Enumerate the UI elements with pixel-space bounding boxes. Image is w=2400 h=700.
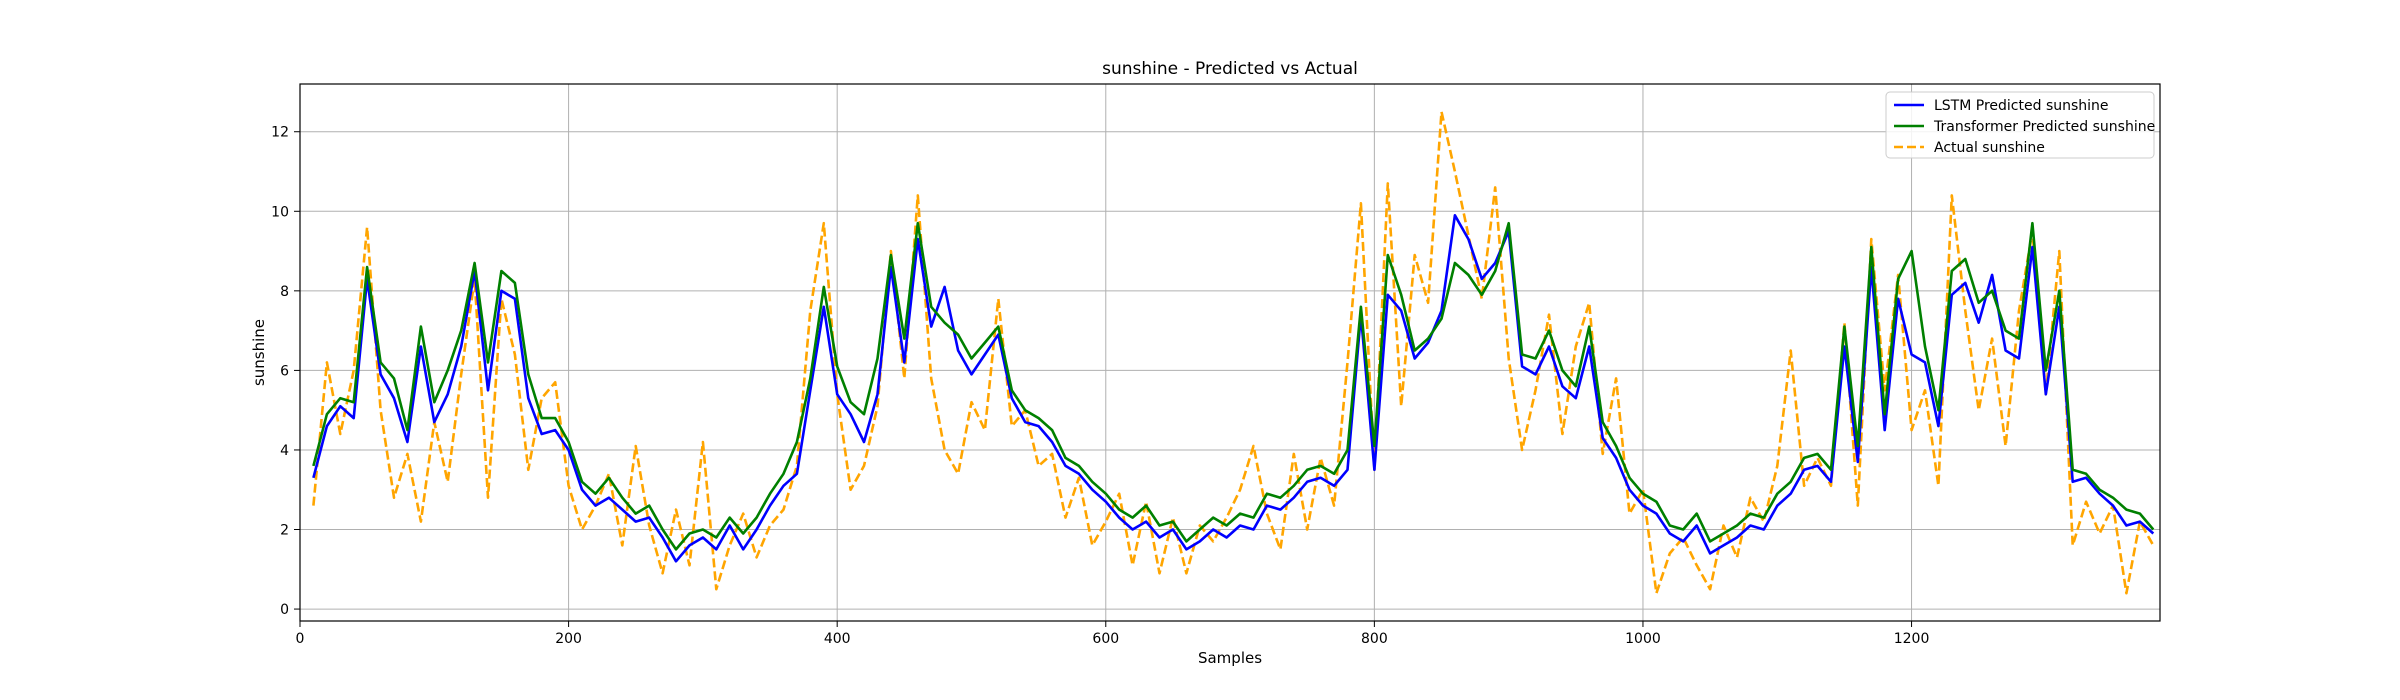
legend-label-lstm: LSTM Predicted sunshine	[1934, 98, 2109, 114]
y-tick-label: 8	[280, 284, 289, 300]
series-lines	[312, 110, 2155, 595]
x-tick-label: 400	[824, 631, 851, 647]
legend-label-transformer: Transformer Predicted sunshine	[1933, 119, 2155, 135]
y-axis-label: sunshine	[250, 319, 268, 386]
y-tick-label: 6	[280, 363, 289, 379]
legend-box	[1885, 91, 2155, 159]
y-tick-label: 2	[280, 523, 289, 539]
x-tick-label: 600	[1092, 631, 1119, 647]
x-tick-label: 0	[296, 631, 305, 647]
x-tick-label: 1000	[1625, 631, 1661, 647]
x-tick-label: 800	[1361, 631, 1388, 647]
axis-ticks: 0 200 400 600 800 1000 1200 0 2 4 6 8 10 12	[271, 125, 1929, 647]
x-tick-label: 200	[555, 631, 582, 647]
plot-frame	[299, 83, 2161, 622]
series-line-transformer	[312, 221, 2155, 551]
y-tick-label: 4	[280, 443, 289, 459]
y-tick-label: 12	[271, 125, 289, 141]
series-line-lstm	[312, 214, 2155, 563]
x-tick-label: 1200	[1894, 631, 1930, 647]
y-tick-label: 10	[271, 204, 289, 220]
x-axis-label: Samples	[1198, 649, 1262, 667]
y-tick-label: 0	[280, 602, 289, 618]
legend: LSTM Predicted sunshine Transformer Predi…	[1885, 91, 2155, 159]
chart-title: sunshine - Predicted vs Actual	[1102, 59, 1358, 79]
legend-label-actual: Actual sunshine	[1934, 140, 2045, 156]
